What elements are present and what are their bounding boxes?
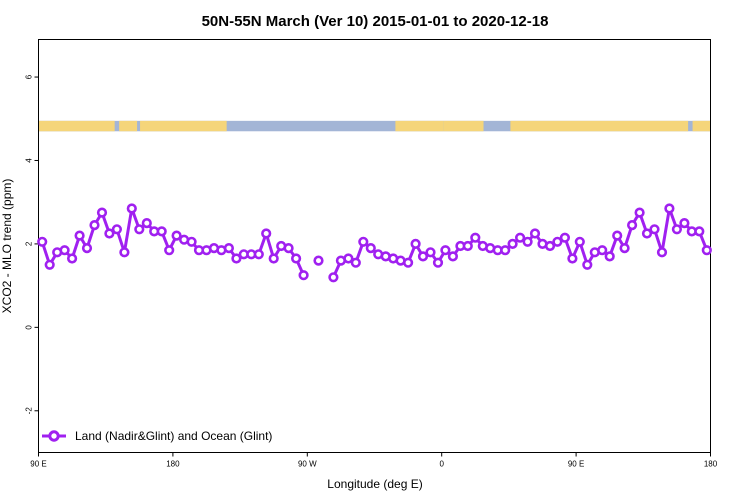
x-tick-label: 0	[439, 460, 444, 469]
data-point	[529, 228, 541, 239]
data-point	[574, 236, 585, 247]
data-point	[66, 253, 78, 264]
data-point	[156, 226, 167, 237]
series-line	[332, 207, 709, 278]
y-tick-label: -2	[25, 407, 34, 415]
data-point	[298, 270, 309, 281]
data-point	[500, 245, 511, 256]
x-axis: 90 E 180 90 W 0 90 E 180	[30, 452, 718, 469]
data-point	[350, 257, 361, 268]
data-point	[567, 253, 578, 264]
plot-frame	[38, 39, 711, 453]
y-tick-label: 6	[25, 74, 34, 79]
y-tick-label: 0	[25, 325, 34, 330]
x-tick-label: 180	[704, 460, 718, 469]
data-point	[313, 255, 324, 266]
legend-label: Land (Nadir&Glint) and Ocean (Glint)	[75, 429, 272, 443]
data-point	[141, 218, 152, 229]
data-point	[447, 251, 459, 262]
data-point	[671, 224, 683, 235]
series-line	[40, 207, 305, 276]
land-ocean-strip	[38, 120, 711, 132]
land-segment	[38, 120, 115, 132]
data-point	[59, 245, 70, 256]
data-point	[522, 236, 533, 247]
y-tick-label: 2	[25, 241, 34, 246]
legend: Land (Nadir&Glint) and Ocean (Glint)	[42, 429, 272, 443]
chart-title: 50N-55N March (Ver 10) 2015-01-01 to 202…	[202, 13, 549, 30]
series-layer	[37, 203, 712, 283]
data-point	[268, 253, 279, 264]
data-point	[656, 247, 668, 258]
data-point	[544, 240, 556, 252]
data-point	[261, 228, 272, 239]
land-segment	[140, 120, 227, 132]
ocean-band	[38, 120, 711, 132]
x-tick-label: 180	[166, 460, 180, 469]
data-point	[81, 243, 93, 254]
data-point	[701, 245, 712, 256]
data-point	[186, 236, 197, 247]
data-point	[634, 207, 645, 218]
data-point	[291, 253, 302, 264]
land-segment	[692, 120, 711, 132]
data-point	[223, 243, 234, 254]
x-axis-label: Longitude (deg E)	[327, 477, 422, 491]
data-point	[559, 232, 571, 243]
land-segment	[119, 120, 138, 132]
x-tick-label: 90 W	[298, 460, 317, 469]
data-point	[619, 243, 630, 254]
data-point	[283, 243, 294, 254]
data-point	[604, 251, 615, 262]
data-point	[89, 220, 100, 231]
data-point	[582, 259, 593, 270]
data-point	[171, 230, 182, 241]
data-point	[44, 259, 55, 270]
data-point	[126, 203, 137, 214]
data-point	[231, 253, 242, 264]
y-axis-label: XCO2 - MLO trend (ppm)	[0, 179, 14, 314]
data-point	[664, 203, 675, 214]
land-segment	[443, 120, 484, 132]
data-point	[365, 243, 376, 254]
data-point	[37, 236, 48, 247]
y-tick-label: 4	[25, 158, 34, 163]
data-point	[417, 251, 429, 262]
y-axis: -2 0 2 4 6	[25, 74, 39, 414]
data-point	[328, 272, 339, 283]
data-point	[641, 228, 653, 239]
data-point	[111, 224, 122, 235]
land-segment	[395, 120, 444, 132]
data-point	[432, 257, 444, 268]
data-point	[403, 257, 414, 268]
data-point	[343, 253, 354, 264]
data-point	[358, 236, 369, 247]
data-point	[425, 247, 436, 258]
data-point	[514, 232, 526, 243]
data-point	[104, 228, 115, 239]
data-point	[470, 232, 481, 243]
data-point	[134, 224, 145, 235]
x-tick-label: 90 E	[30, 460, 46, 469]
data-point	[694, 226, 705, 237]
data-point	[440, 245, 451, 256]
data-point	[96, 207, 108, 218]
data-point	[253, 249, 264, 260]
land-segment	[510, 120, 689, 132]
data-point	[74, 230, 85, 241]
data-point	[410, 238, 421, 249]
x-tick-label: 90 E	[568, 460, 584, 469]
data-point	[597, 245, 608, 256]
data-point	[507, 238, 518, 249]
data-point	[119, 247, 130, 258]
legend-marker	[48, 430, 60, 442]
data-point	[649, 224, 660, 235]
data-point	[612, 230, 623, 241]
data-point	[626, 220, 638, 231]
data-point	[462, 240, 473, 252]
data-point	[552, 236, 563, 247]
data-point	[164, 245, 175, 256]
data-point	[679, 218, 690, 229]
